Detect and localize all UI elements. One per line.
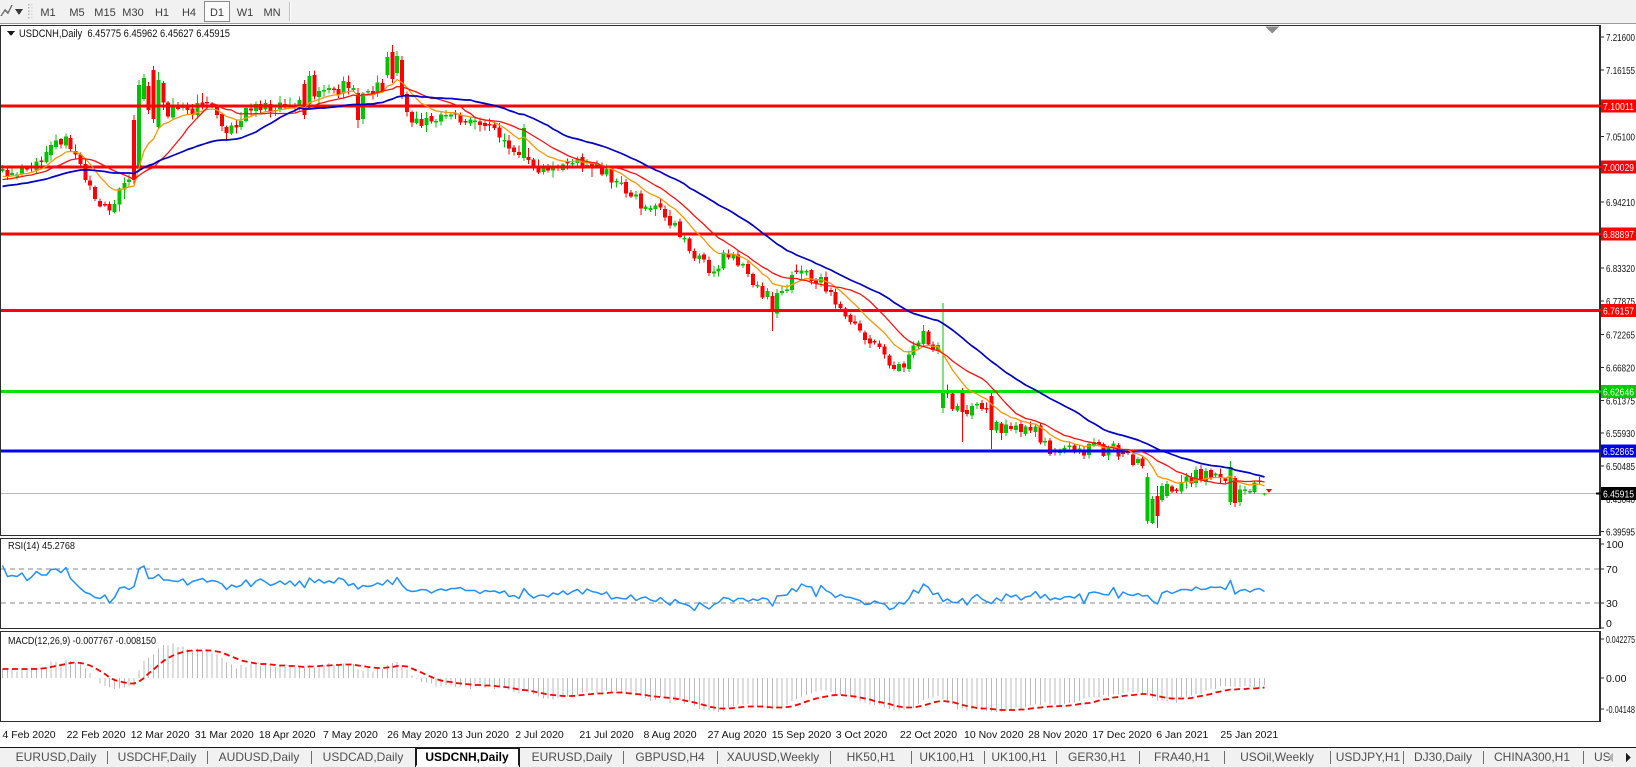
svg-text:M5: M5 <box>69 7 84 19</box>
svg-text:-0.04148: -0.04148 <box>1606 704 1635 716</box>
svg-text:30: 30 <box>1606 598 1618 610</box>
svg-text:22 Oct 2020: 22 Oct 2020 <box>900 729 957 741</box>
svg-text:0.042275: 0.042275 <box>1606 634 1635 646</box>
svg-text:7.16155: 7.16155 <box>1606 65 1635 77</box>
svg-text:6.50485: 6.50485 <box>1606 461 1635 473</box>
svg-text:8 Aug 2020: 8 Aug 2020 <box>644 729 697 741</box>
svg-text:6.55930: 6.55930 <box>1606 428 1635 440</box>
svg-text:6.45915: 6.45915 <box>1603 488 1634 500</box>
svg-text:27 Aug 2020: 27 Aug 2020 <box>708 729 767 741</box>
svg-text:MACD(12,26,9) -0.007767 -0.008: MACD(12,26,9) -0.007767 -0.008150 <box>8 635 156 647</box>
svg-text:H4: H4 <box>182 7 196 19</box>
svg-text:M1: M1 <box>40 7 55 19</box>
svg-text:6.39595: 6.39595 <box>1606 527 1635 539</box>
svg-text:21 Jul 2020: 21 Jul 2020 <box>579 729 633 741</box>
svg-text:6.66820: 6.66820 <box>1606 363 1635 375</box>
svg-text:USDJPY,H1: USDJPY,H1 <box>1336 750 1401 764</box>
svg-text:MN: MN <box>263 7 280 19</box>
svg-text:6.76157: 6.76157 <box>1603 306 1634 318</box>
svg-text:HK50,H1: HK50,H1 <box>847 750 896 764</box>
svg-text:4 Feb 2020: 4 Feb 2020 <box>3 729 56 741</box>
svg-text:6.52865: 6.52865 <box>1603 446 1634 458</box>
svg-text:6 Jan 2021: 6 Jan 2021 <box>1156 729 1208 741</box>
svg-text:RSI(14) 45.2768: RSI(14) 45.2768 <box>8 540 75 552</box>
svg-text:15 Sep 2020: 15 Sep 2020 <box>772 729 832 741</box>
svg-text:0.00: 0.00 <box>1606 673 1627 685</box>
svg-text:3 Oct 2020: 3 Oct 2020 <box>836 729 888 741</box>
svg-text:M15: M15 <box>94 7 115 19</box>
svg-text:26 May 2020: 26 May 2020 <box>387 729 448 741</box>
svg-text:AUDUSD,Daily: AUDUSD,Daily <box>219 750 300 764</box>
svg-text:100: 100 <box>1606 539 1624 551</box>
svg-text:7.00029: 7.00029 <box>1603 162 1634 174</box>
svg-text:6.83320: 6.83320 <box>1606 263 1635 275</box>
svg-text:XAUUSD,Weekly: XAUUSD,Weekly <box>727 750 819 764</box>
svg-text:6.88897: 6.88897 <box>1603 229 1634 241</box>
svg-text:28 Nov 2020: 28 Nov 2020 <box>1028 729 1088 741</box>
svg-text:FRA40,H1: FRA40,H1 <box>1154 750 1210 764</box>
svg-text:17 Dec 2020: 17 Dec 2020 <box>1092 729 1152 741</box>
svg-text:7.05100: 7.05100 <box>1606 132 1635 144</box>
svg-text:7.21600: 7.21600 <box>1606 32 1635 44</box>
svg-text:25 Jan 2021: 25 Jan 2021 <box>1220 729 1278 741</box>
svg-text:7 May 2020: 7 May 2020 <box>323 729 378 741</box>
svg-text:CHINA300,H1: CHINA300,H1 <box>1494 750 1570 764</box>
svg-text:6.94210: 6.94210 <box>1606 197 1635 209</box>
svg-text:US: US <box>1594 750 1611 764</box>
svg-text:W1: W1 <box>237 7 254 19</box>
svg-text:7.10011: 7.10011 <box>1603 101 1634 113</box>
svg-text:6.62646: 6.62646 <box>1603 387 1634 399</box>
svg-text:GBPUSD,H4: GBPUSD,H4 <box>635 750 705 764</box>
svg-text:USDCHF,Daily: USDCHF,Daily <box>118 750 197 764</box>
svg-text:USOil,Weekly: USOil,Weekly <box>1240 750 1314 764</box>
svg-text:M30: M30 <box>122 7 143 19</box>
svg-text:6.72265: 6.72265 <box>1606 330 1635 342</box>
svg-text:DJ30,Daily: DJ30,Daily <box>1414 750 1472 764</box>
svg-text:70: 70 <box>1606 564 1618 576</box>
svg-text:0: 0 <box>1606 618 1612 630</box>
svg-text:H1: H1 <box>155 7 169 19</box>
svg-text:UK100,H1: UK100,H1 <box>919 750 975 764</box>
svg-text:31 Mar 2020: 31 Mar 2020 <box>195 729 254 741</box>
svg-text:22 Feb 2020: 22 Feb 2020 <box>67 729 126 741</box>
svg-text:USDCAD,Daily: USDCAD,Daily <box>323 750 404 764</box>
svg-text:EURUSD,Daily: EURUSD,Daily <box>532 750 613 764</box>
svg-text:13 Jun 2020: 13 Jun 2020 <box>451 729 509 741</box>
svg-text:18 Apr 2020: 18 Apr 2020 <box>259 729 316 741</box>
svg-text:UK100,H1: UK100,H1 <box>991 750 1047 764</box>
svg-text:6.61375: 6.61375 <box>1606 395 1635 407</box>
svg-text:2 Jul 2020: 2 Jul 2020 <box>515 729 564 741</box>
svg-text:USDCNH,Daily: USDCNH,Daily <box>425 750 509 764</box>
svg-text:10 Nov 2020: 10 Nov 2020 <box>964 729 1024 741</box>
svg-text:EURUSD,Daily: EURUSD,Daily <box>16 750 97 764</box>
svg-text:12 Mar 2020: 12 Mar 2020 <box>131 729 190 741</box>
svg-text:GER30,H1: GER30,H1 <box>1068 750 1126 764</box>
svg-text:D1: D1 <box>210 7 224 19</box>
svg-text:USDCNH,Daily 6.45775 6.45962: USDCNH,Daily 6.45775 6.45962 6.45627 6.4… <box>19 28 230 40</box>
